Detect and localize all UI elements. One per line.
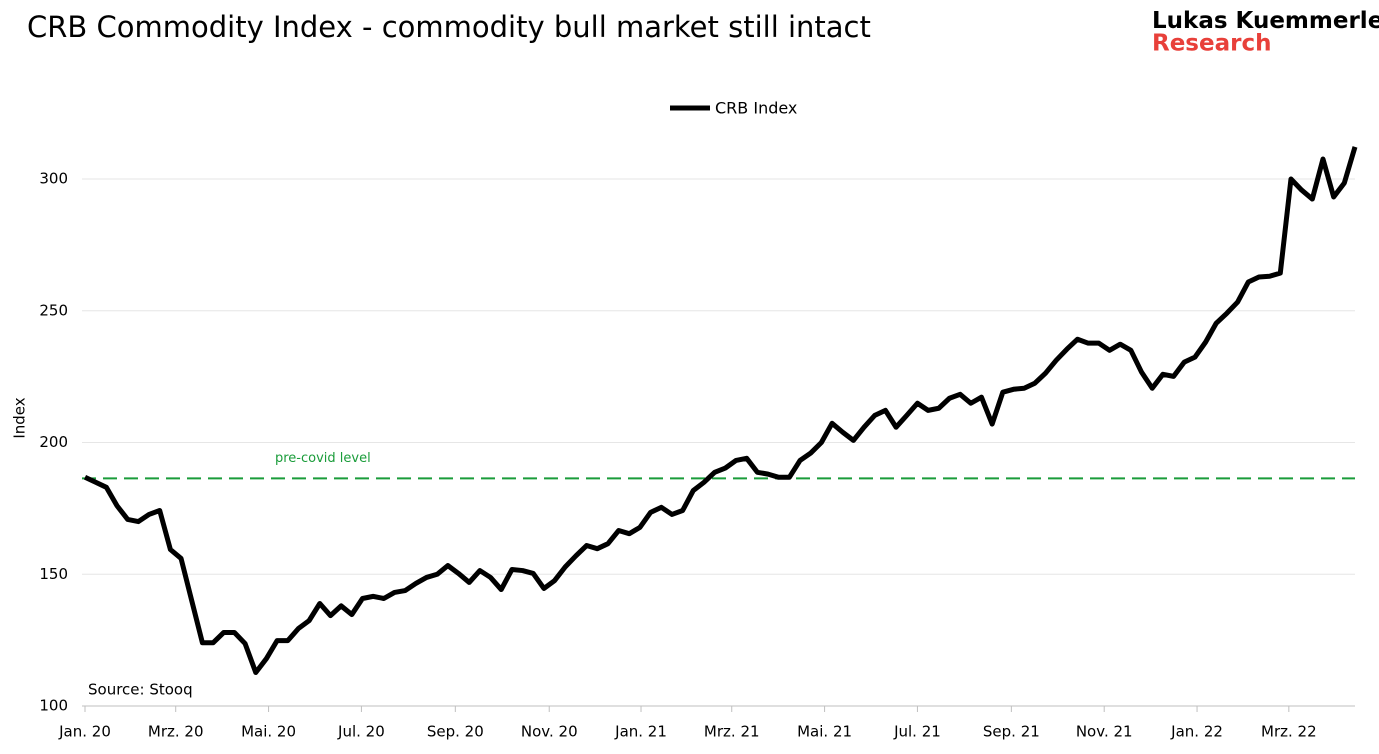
brand-sub: Research (1152, 31, 1271, 57)
x-tick-label: Mrz. 20 (148, 723, 204, 741)
chart-title: CRB Commodity Index - commodity bull mar… (27, 10, 871, 44)
y-tick-label: 250 (39, 301, 68, 319)
reference-label: pre-covid level (275, 451, 371, 466)
x-tick-label: Mrz. 22 (1261, 723, 1317, 741)
y-tick-label: 300 (39, 170, 68, 188)
x-tick-label: Sep. 21 (983, 723, 1040, 741)
x-tick-label: Mai. 20 (241, 723, 296, 741)
x-tick-label: Jul. 21 (893, 723, 941, 741)
x-tick-label: Jan. 21 (614, 723, 667, 741)
line-series (83, 146, 1358, 676)
y-tick-label: 200 (39, 433, 68, 451)
x-tick-label: Nov. 21 (1076, 723, 1133, 741)
y-tick-label: 100 (39, 697, 68, 715)
x-tick-label: Nov. 20 (521, 723, 578, 741)
x-tick-label: Jan. 20 (58, 723, 111, 741)
x-tick-label: Sep. 20 (427, 723, 484, 741)
x-tick-label: Mrz. 21 (704, 723, 760, 741)
legend-label: CRB Index (715, 99, 797, 118)
x-tick-label: Mai. 21 (797, 723, 852, 741)
y-tick-label: 150 (39, 565, 68, 583)
y-axis-label: Index (11, 397, 29, 438)
x-tick-label: Jan. 22 (1170, 723, 1223, 741)
source: Source: Stooq (88, 681, 193, 699)
x-tick-label: Jul. 20 (337, 723, 385, 741)
brand-name: Lukas Kuemmerle. (1152, 8, 1379, 34)
